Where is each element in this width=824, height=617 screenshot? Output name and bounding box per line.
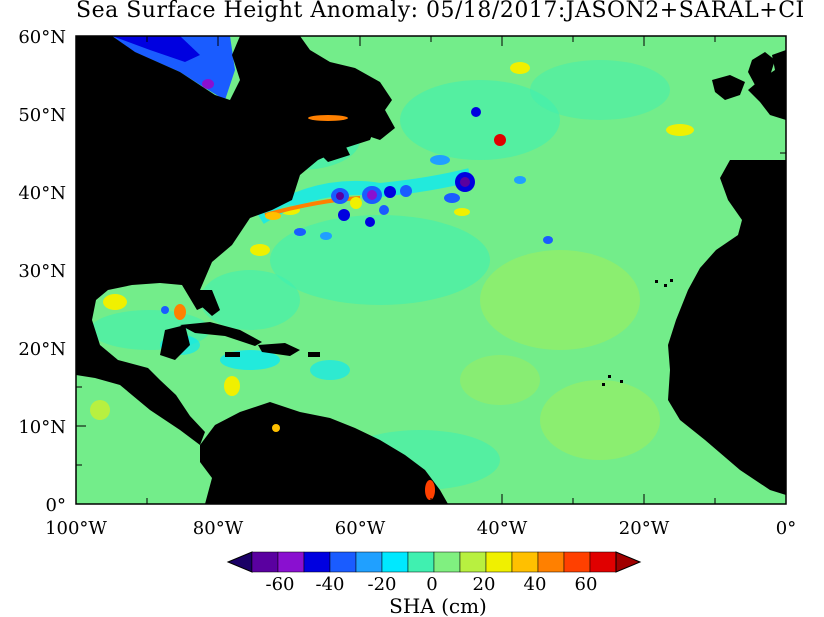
colorbar-segment [537, 551, 565, 573]
lon-label-80w: 80°W [193, 518, 244, 539]
latitude-labels: 60°N 50°N 40°N 30°N 20°N 10°N 0° [18, 27, 66, 516]
colorbar-segment [381, 551, 409, 573]
south-america-land [200, 402, 448, 504]
colorbar-segment [485, 551, 513, 573]
longitude-labels: 100°W 80°W 60°W 40°W 20°W 0° [45, 518, 796, 539]
map-title: Sea Surface Height Anomaly: 05/18/2017:J… [76, 0, 805, 23]
colorbar-label: SHA (cm) [389, 594, 487, 617]
colorbar-tick-label: 20 [473, 574, 496, 595]
colorbar-tick-labels: -60 -40 -20 0 20 40 60 [266, 574, 598, 595]
lat-label-40n: 40°N [18, 183, 66, 204]
colorbar-segment [303, 551, 331, 573]
lat-label-30n: 30°N [18, 261, 66, 282]
africa-land [668, 160, 786, 495]
lon-label-60w: 60°W [335, 518, 386, 539]
colorbar-tick-label: -40 [316, 574, 345, 595]
colorbar-tick-label: 0 [426, 574, 437, 595]
lon-label-0: 0° [776, 518, 796, 539]
colorbar-min-arrow [226, 551, 253, 573]
colorbar-segment [277, 551, 305, 573]
colorbar-tick-label: 60 [575, 574, 598, 595]
colorbar-segment [563, 551, 591, 573]
colorbar-tick-label: 40 [524, 574, 547, 595]
lon-label-100w: 100°W [45, 518, 107, 539]
axis-ticks [75, 35, 787, 505]
gulf-stream-eddies [161, 107, 553, 320]
colorbar-segment [459, 551, 487, 573]
colorbar-max-arrow [615, 551, 642, 573]
lat-label-0: 0° [46, 495, 66, 516]
lat-label-50n: 50°N [18, 105, 66, 126]
lon-label-20w: 20°W [619, 518, 670, 539]
lat-label-60n: 60°N [18, 27, 66, 48]
colorbar-segment [407, 551, 435, 573]
colorbar-segment [251, 551, 279, 573]
colorbar-tick-label: -20 [368, 574, 397, 595]
colorbar [226, 551, 642, 573]
amazon-outflow-anomaly [425, 480, 435, 500]
colorbar-tick-label: -60 [266, 574, 295, 595]
colorbar-segment [433, 551, 461, 573]
colorbar-segment [355, 551, 383, 573]
lat-label-10n: 10°N [18, 417, 66, 438]
colorbar-segment [511, 551, 539, 573]
colorbar-segment [329, 551, 357, 573]
lat-label-20n: 20°N [18, 339, 66, 360]
land-masses [76, 36, 786, 504]
lon-label-40w: 40°W [477, 518, 528, 539]
north-america-land [76, 36, 392, 445]
colorbar-segment [589, 551, 617, 573]
